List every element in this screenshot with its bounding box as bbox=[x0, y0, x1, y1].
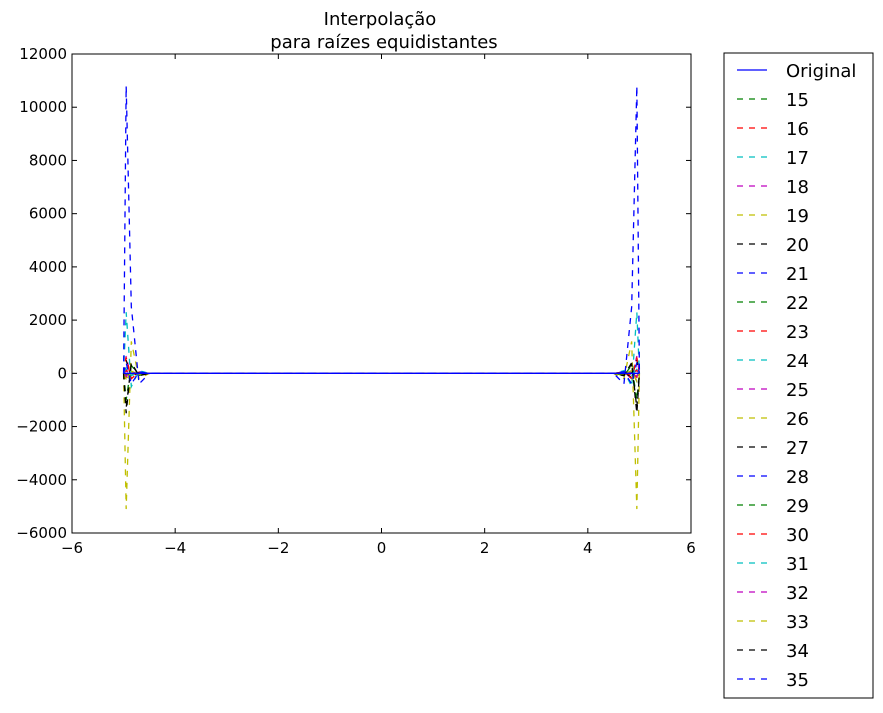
legend-label: 15 bbox=[786, 90, 809, 111]
legend-label: 35 bbox=[786, 670, 809, 691]
x-tick-label: 2 bbox=[480, 539, 490, 557]
x-tick-label: 6 bbox=[686, 539, 696, 557]
legend-label: 23 bbox=[786, 322, 809, 343]
legend-label: 27 bbox=[786, 438, 809, 459]
series-line-21 bbox=[124, 371, 640, 382]
series-line-23 bbox=[124, 357, 640, 378]
chart-title: Interpolação bbox=[324, 9, 437, 30]
y-tick-label: 12000 bbox=[19, 45, 67, 63]
y-tick-label: 6000 bbox=[29, 205, 67, 223]
x-tick-label: 4 bbox=[583, 539, 593, 557]
legend-label: 30 bbox=[786, 525, 809, 546]
x-tick-label: −2 bbox=[267, 539, 289, 557]
x-tick-label: −4 bbox=[164, 539, 186, 557]
legend-label: 33 bbox=[786, 612, 809, 633]
series-line-19 bbox=[124, 371, 640, 378]
series-line-26 bbox=[124, 341, 640, 509]
legend-label: 16 bbox=[786, 119, 809, 140]
plot-frame bbox=[72, 54, 691, 533]
legend-label: 22 bbox=[786, 293, 809, 314]
series-line-17 bbox=[124, 369, 640, 375]
legend-label: 28 bbox=[786, 467, 809, 488]
series-line-27 bbox=[124, 363, 640, 414]
series-layer bbox=[124, 86, 640, 509]
series-line-16 bbox=[124, 372, 640, 378]
series-line-30 bbox=[124, 370, 640, 375]
series-line-24 bbox=[124, 312, 640, 387]
y-tick-label: −2000 bbox=[16, 418, 67, 436]
legend-label: 18 bbox=[786, 177, 809, 198]
x-tick-label: 0 bbox=[377, 539, 387, 557]
y-tick-label: 2000 bbox=[29, 311, 67, 329]
y-tick-label: 8000 bbox=[29, 151, 67, 169]
y-tick-label: −6000 bbox=[16, 524, 67, 542]
legend-label: 31 bbox=[786, 554, 809, 575]
chart-subtitle: para raízes equidistantes bbox=[270, 32, 497, 53]
series-line-31 bbox=[124, 368, 640, 375]
series-line-18 bbox=[124, 356, 640, 379]
legend-label: 19 bbox=[786, 206, 809, 227]
series-line-34 bbox=[124, 364, 640, 408]
legend-label: 21 bbox=[786, 264, 809, 285]
legend-label: 24 bbox=[786, 351, 809, 372]
legend-label: 32 bbox=[786, 583, 809, 604]
series-line-33 bbox=[124, 371, 640, 382]
legend: Original 15 16 17 18 19 20 21 22 23 24 25 26 27 28 29 30… bbox=[724, 53, 873, 698]
legend-label: 17 bbox=[786, 148, 809, 169]
y-tick-label: −4000 bbox=[16, 471, 67, 489]
legend-label: 34 bbox=[786, 641, 809, 662]
series-line-22 bbox=[124, 365, 640, 400]
y-tick-label: 4000 bbox=[29, 258, 67, 276]
series-line-20 bbox=[124, 360, 640, 377]
legend-label: Original bbox=[786, 61, 856, 82]
legend-label: 25 bbox=[786, 380, 809, 401]
y-tick-label: 10000 bbox=[19, 98, 67, 116]
legend-label: 26 bbox=[786, 409, 809, 430]
series-line-28 bbox=[124, 86, 640, 384]
legend-label: 29 bbox=[786, 496, 809, 517]
legend-label: 20 bbox=[786, 235, 809, 256]
y-tick-label: 0 bbox=[57, 364, 67, 382]
